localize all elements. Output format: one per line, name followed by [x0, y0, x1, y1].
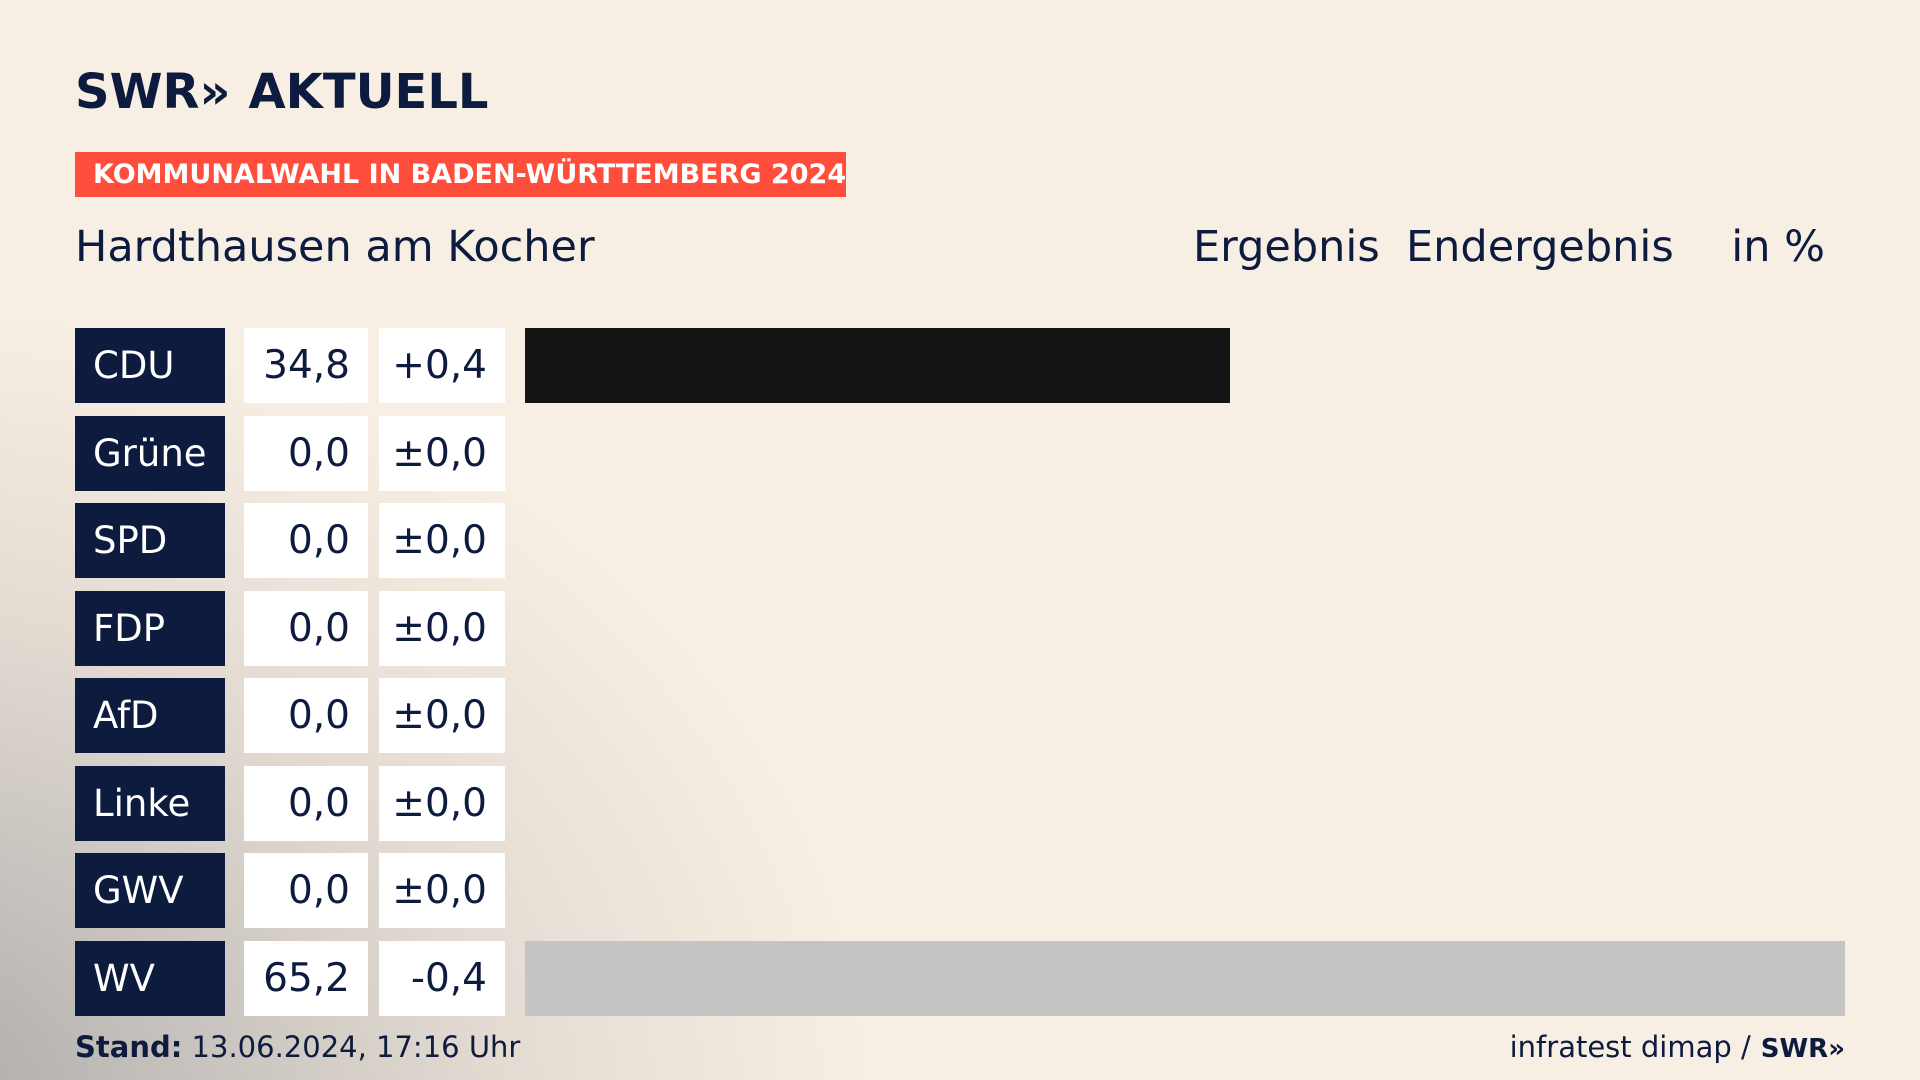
timestamp-value: 13.06.2024, 17:16 Uhr	[191, 1030, 521, 1064]
column-header-result: Ergebnis	[1193, 222, 1380, 272]
party-label: SPD	[75, 503, 225, 578]
vote-share-value: 0,0	[244, 590, 368, 666]
vote-share-change: ±0,0	[379, 503, 505, 578]
vote-share-change: +0,4	[379, 328, 505, 403]
vote-share-value: 0,0	[244, 853, 368, 928]
swr-mini-logo: SWR»	[1760, 1034, 1845, 1064]
party-label: AfD	[75, 678, 225, 753]
result-bar	[525, 328, 1230, 403]
swr-aktuell-logo: SWR» AKTUELL	[75, 64, 489, 120]
vote-share-value: 0,0	[244, 765, 368, 841]
vote-share-value: 34,8	[244, 328, 368, 403]
party-label: WV	[75, 940, 225, 1016]
result-row: SPD 0,0 ±0,0	[0, 503, 1920, 578]
vote-share-change: ±0,0	[379, 765, 505, 841]
party-label: GWV	[75, 853, 225, 928]
result-row: AfD 0,0 ±0,0	[0, 678, 1920, 753]
result-row: Grüne 0,0 ±0,0	[0, 415, 1920, 491]
vote-share-change: ±0,0	[379, 590, 505, 666]
vote-share-value: 65,2	[244, 940, 368, 1016]
source-text: infratest dimap /	[1509, 1030, 1751, 1064]
source-credit: infratest dimap / SWR»	[1510, 1030, 1845, 1064]
vote-share-change: -0,4	[379, 940, 505, 1016]
party-label: Grüne	[75, 415, 225, 491]
vote-share-value: 0,0	[244, 503, 368, 578]
vote-share-value: 0,0	[244, 678, 368, 753]
column-header-unit: in %	[1731, 222, 1825, 272]
result-row: Linke 0,0 ±0,0	[0, 765, 1920, 841]
party-label: Linke	[75, 765, 225, 841]
result-row: FDP 0,0 ±0,0	[0, 590, 1920, 666]
logo-swr: SWR»	[75, 64, 231, 120]
logo-aktuell: AKTUELL	[248, 64, 489, 120]
timestamp-label: Stand:	[75, 1030, 183, 1064]
party-label: CDU	[75, 328, 225, 403]
vote-share-change: ±0,0	[379, 853, 505, 928]
vote-share-value: 0,0	[244, 415, 368, 491]
election-banner: KOMMUNALWAHL IN BADEN-WÜRTTEMBERG 2024	[75, 152, 846, 197]
party-label: FDP	[75, 590, 225, 666]
column-header-status: Endergebnis	[1406, 222, 1674, 272]
result-row: GWV 0,0 ±0,0	[0, 853, 1920, 928]
vote-share-change: ±0,0	[379, 415, 505, 491]
timestamp: Stand: 13.06.2024, 17:16 Uhr	[75, 1030, 520, 1064]
result-bar	[525, 940, 1845, 1016]
result-row: WV 65,2 -0,4	[0, 940, 1920, 1016]
result-row: CDU 34,8 +0,4	[0, 328, 1920, 403]
vote-share-change: ±0,0	[379, 678, 505, 753]
municipality-title: Hardthausen am Kocher	[75, 222, 595, 272]
